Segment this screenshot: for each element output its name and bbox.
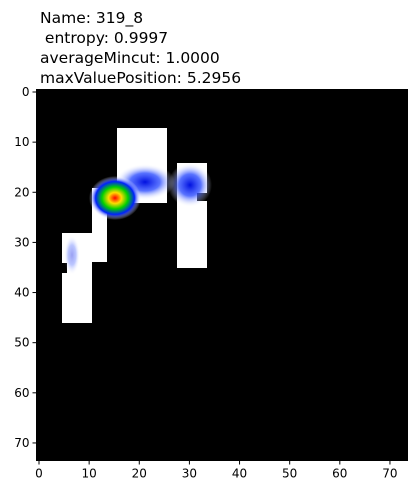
title-line: entropy: 0.9997 [40, 29, 168, 47]
y-tick-label: 0 [22, 85, 30, 99]
title-line: averageMincut: 1.0000 [40, 49, 220, 67]
heat [89, 176, 141, 220]
heat [64, 235, 80, 275]
x-tick-label: 60 [332, 467, 347, 481]
x-tick-label: 10 [82, 467, 97, 481]
x-tick-label: 70 [382, 467, 397, 481]
y-tick-label: 40 [14, 286, 29, 300]
axes-frame [36, 89, 408, 461]
title-line: Name: 319_8 [40, 9, 143, 28]
y-tick-label: 10 [14, 135, 29, 149]
region [62, 273, 92, 323]
y-tick-label: 50 [14, 336, 29, 350]
y-tick-label: 30 [14, 235, 29, 249]
x-tick-label: 50 [282, 467, 297, 481]
y-tick-label: 70 [14, 436, 29, 450]
title-block: Name: 319_8 entropy: 0.9997 averageMincu… [40, 9, 241, 87]
heat [168, 163, 212, 207]
region [92, 203, 107, 262]
notch [167, 158, 177, 168]
y-tick-label: 20 [14, 185, 29, 199]
x-tick-label: 0 [35, 467, 43, 481]
x-tick-label: 30 [182, 467, 197, 481]
x-tick-label: 20 [132, 467, 147, 481]
image [36, 89, 408, 461]
x-tick-label: 40 [232, 467, 247, 481]
y-tick-label: 60 [14, 386, 29, 400]
title-line: maxValuePosition: 5.2956 [40, 69, 241, 87]
background [36, 89, 408, 461]
